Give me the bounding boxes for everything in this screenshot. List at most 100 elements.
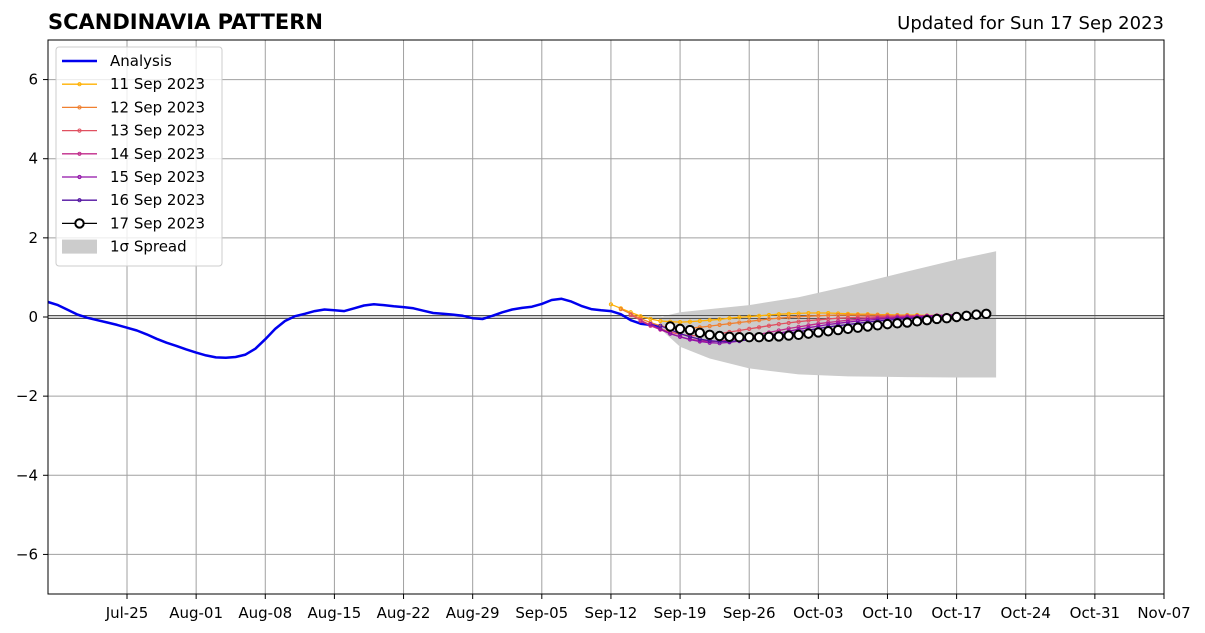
forecast-point bbox=[697, 318, 702, 324]
x-tick-label: Oct-03 bbox=[793, 604, 843, 622]
forecast-point bbox=[981, 308, 992, 320]
legend: Analysis 11 Sep 2023 12 Sep 2023 13 Sep 202… bbox=[55, 46, 223, 267]
forecast-point bbox=[872, 320, 883, 331]
forecast-point bbox=[852, 322, 864, 333]
x-tick-label: Aug-29 bbox=[446, 604, 500, 622]
forecast-point bbox=[773, 331, 785, 342]
x-tick-label: Sep-05 bbox=[515, 604, 568, 622]
legend-marker bbox=[77, 128, 82, 133]
x-tick-label: Oct-24 bbox=[1001, 604, 1051, 622]
forecast-point bbox=[756, 318, 762, 323]
forecast-point bbox=[826, 310, 831, 316]
x-tick-label: Sep-19 bbox=[654, 604, 707, 622]
forecast-point bbox=[796, 314, 801, 319]
legend-item-14-sep-2023: 14 Sep 2023 bbox=[62, 145, 205, 163]
forecast-point bbox=[902, 317, 913, 328]
legend-item-17-sep-2023: 17 Sep 2023 bbox=[62, 214, 205, 232]
forecast-point bbox=[763, 331, 775, 342]
forecast-point bbox=[845, 315, 851, 320]
forecast-point bbox=[638, 318, 643, 324]
forecast-point bbox=[882, 318, 893, 330]
forecast-point bbox=[707, 324, 712, 329]
forecast-point bbox=[786, 315, 791, 320]
forecast-point bbox=[727, 316, 732, 321]
forecast-point bbox=[628, 312, 633, 318]
legend-marker bbox=[77, 174, 82, 180]
y-tick-label: 4 bbox=[28, 150, 38, 168]
forecast-point bbox=[855, 312, 860, 318]
forecast-point bbox=[813, 327, 824, 338]
y-tick-label: 2 bbox=[28, 229, 38, 247]
forecast-point bbox=[806, 314, 811, 319]
legend-label: 11 Sep 2023 bbox=[110, 75, 205, 93]
series-group bbox=[47, 297, 992, 360]
legend-marker bbox=[77, 82, 82, 87]
forecast-point bbox=[971, 309, 982, 320]
forecast-point bbox=[776, 312, 781, 317]
legend-label: 15 Sep 2023 bbox=[110, 168, 205, 186]
forecast-series-17-sep-2023 bbox=[664, 308, 992, 343]
legend-item-1σ-spread: 1σ Spread bbox=[62, 238, 187, 256]
legend-label: 16 Sep 2023 bbox=[110, 191, 205, 209]
forecast-point bbox=[793, 329, 804, 341]
x-tick-label: Sep-12 bbox=[585, 604, 638, 622]
forecast-point bbox=[806, 323, 811, 328]
legend-label: Analysis bbox=[110, 52, 172, 70]
forecast-point bbox=[737, 320, 742, 325]
forecast-point bbox=[941, 312, 952, 324]
forecast-point bbox=[766, 323, 772, 328]
y-tick-label: −2 bbox=[16, 387, 38, 405]
legend-label: 13 Sep 2023 bbox=[110, 122, 205, 140]
forecast-point bbox=[717, 322, 722, 328]
forecast-point bbox=[803, 328, 814, 339]
forecast-point bbox=[786, 320, 791, 326]
forecast-point bbox=[796, 324, 801, 329]
legend-item-16-sep-2023: 16 Sep 2023 bbox=[62, 191, 205, 209]
forecast-point bbox=[816, 321, 821, 326]
x-tick-label: Aug-08 bbox=[238, 604, 292, 622]
forecast-point bbox=[668, 331, 673, 336]
legend-marker bbox=[77, 151, 82, 156]
forecast-point bbox=[618, 306, 623, 312]
forecast-point bbox=[694, 327, 706, 339]
forecast-point bbox=[658, 323, 663, 328]
chart-title: SCANDINAVIA PATTERN bbox=[48, 10, 323, 34]
forecast-point bbox=[717, 317, 722, 322]
forecast-point bbox=[648, 322, 653, 327]
forecast-point bbox=[697, 339, 702, 344]
x-tick-label: Aug-22 bbox=[377, 604, 431, 622]
forecast-point bbox=[724, 331, 735, 342]
forecast-point bbox=[687, 319, 693, 324]
forecast-point bbox=[911, 316, 923, 327]
forecast-point bbox=[776, 322, 781, 327]
legend-label: 12 Sep 2023 bbox=[110, 98, 205, 116]
legend-item-15-sep-2023: 15 Sep 2023 bbox=[62, 168, 205, 186]
forecast-point bbox=[704, 329, 715, 341]
x-tick-label: Oct-31 bbox=[1070, 604, 1120, 622]
legend-label: 14 Sep 2023 bbox=[110, 145, 205, 163]
y-tick-label: −6 bbox=[16, 545, 38, 563]
forecast-point bbox=[766, 316, 772, 322]
forecast-point bbox=[842, 323, 854, 335]
y-tick-label: −4 bbox=[16, 466, 38, 484]
forecast-point bbox=[658, 318, 663, 324]
forecast-point bbox=[714, 330, 725, 342]
plot-frame bbox=[47, 39, 1165, 595]
legend-marker bbox=[77, 105, 82, 110]
forecast-point bbox=[753, 331, 765, 343]
x-tick-label: Nov-07 bbox=[1137, 604, 1190, 622]
forecast-point bbox=[892, 318, 903, 329]
forecast-point bbox=[862, 321, 873, 332]
forecast-point bbox=[664, 321, 676, 332]
axes: Jul-25 Aug-01 Aug-08 Aug-15 Aug-22 Aug-29 Sep-… bbox=[16, 39, 1191, 622]
chart-subtitle: Updated for Sun 17 Sep 2023 bbox=[897, 13, 1164, 34]
y-tick-label: 6 bbox=[28, 71, 38, 89]
forecast-point bbox=[796, 319, 801, 324]
forecast-point bbox=[961, 310, 972, 322]
x-tick-label: Oct-17 bbox=[931, 604, 981, 622]
legend-item-11-sep-2023: 11 Sep 2023 bbox=[62, 75, 205, 93]
forecast-point bbox=[744, 331, 755, 343]
x-tick-label: Jul-25 bbox=[105, 604, 149, 622]
legend-swatch bbox=[62, 239, 97, 254]
